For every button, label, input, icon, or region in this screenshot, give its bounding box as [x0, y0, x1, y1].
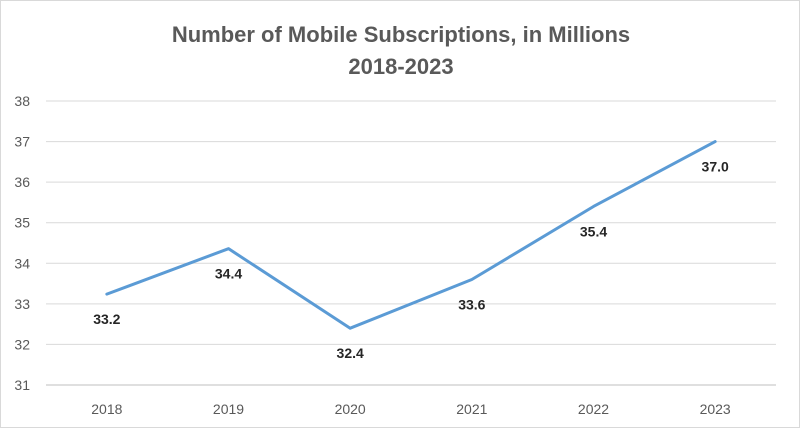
x-tick-label: 2021: [456, 401, 487, 417]
y-tick-label: 34: [14, 255, 30, 271]
y-tick-label: 36: [14, 174, 30, 190]
y-tick-label: 35: [14, 215, 30, 231]
data-label: 34.4: [215, 266, 242, 282]
data-label: 35.4: [580, 223, 607, 239]
series-line: [105, 140, 717, 330]
chart-subtitle: 2018-2023: [348, 54, 453, 79]
y-tick-label: 37: [14, 134, 30, 150]
y-tick-label: 38: [14, 93, 30, 109]
data-label: 33.6: [458, 297, 485, 313]
x-tick-label: 2023: [700, 401, 731, 417]
y-tick-label: 32: [14, 336, 30, 352]
x-tick-label: 2019: [213, 401, 244, 417]
data-label: 37.0: [702, 159, 729, 175]
y-tick-label: 33: [14, 296, 30, 312]
data-label: 33.2: [93, 311, 120, 327]
chart-title: Number of Mobile Subscriptions, in Milli…: [172, 22, 630, 47]
x-tick-label: 2022: [578, 401, 609, 417]
y-tick-label: 31: [14, 377, 30, 393]
data-label: 32.4: [337, 345, 364, 361]
x-tick-label: 2018: [91, 401, 122, 417]
x-tick-label: 2020: [335, 401, 366, 417]
